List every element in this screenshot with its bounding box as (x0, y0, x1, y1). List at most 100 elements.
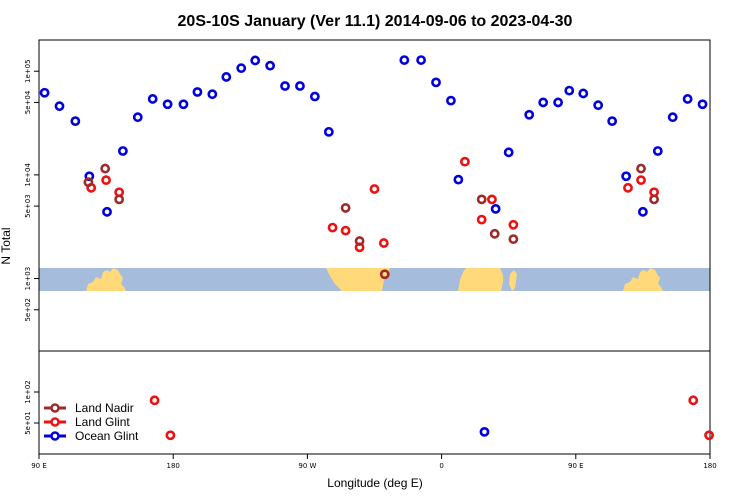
point-ocean-glint-31 (578, 88, 589, 99)
legend-item-land-glint: Land Glint (44, 415, 130, 429)
land-outline-australia-right (623, 268, 663, 291)
point-ocean-glint-14 (250, 55, 261, 66)
x-axis: 90 E 180 90 W 0 90 E 180 (31, 454, 717, 470)
legend-marker-land-nadir (50, 403, 60, 413)
point-ocean-glint-22 (431, 77, 441, 88)
point-ocean-glint-37 (667, 112, 678, 123)
point-ocean-glint-0 (39, 87, 50, 98)
lower-point-land-glint-1 (165, 430, 176, 441)
point-land-glint-12 (623, 182, 633, 193)
point-ocean-glint-23 (446, 95, 456, 106)
point-ocean-glint-4 (102, 206, 112, 217)
point-ocean-glint-12 (221, 72, 232, 82)
point-ocean-glint-36 (652, 146, 663, 156)
point-ocean-glint-16 (280, 81, 290, 91)
point-land-nadir-0 (83, 177, 94, 188)
point-ocean-glint-27 (524, 109, 535, 120)
upper-y-tick-label-1: 5e+04 (24, 90, 32, 114)
point-ocean-glint-2 (70, 116, 81, 127)
point-land-glint-8 (459, 156, 470, 167)
point-land-nadir-8 (508, 234, 519, 245)
x-tick-label-2: 90 W (298, 462, 316, 470)
x-tick-label-3: 0 (439, 462, 443, 470)
point-ocean-glint-26 (503, 147, 514, 158)
point-land-glint-13 (636, 175, 646, 186)
point-land-glint-11 (508, 219, 519, 230)
lower-point-land-glint-3 (704, 430, 714, 441)
point-ocean-glint-30 (564, 85, 575, 96)
upper-y-tick-label-0: 1e+05 (24, 59, 32, 83)
point-land-glint-1 (101, 175, 111, 186)
point-land-nadir-4 (354, 236, 365, 246)
point-ocean-glint-19 (323, 126, 334, 137)
upper-y-tick-label-4: 1e+03 (24, 267, 32, 291)
upper-y-tick-label-5: 5e+02 (24, 298, 32, 322)
point-land-glint-9 (476, 214, 487, 225)
point-ocean-glint-7 (147, 94, 158, 104)
land-outline-africa (458, 268, 503, 291)
point-ocean-glint-24 (453, 174, 464, 185)
point-land-glint-10 (487, 194, 497, 205)
legend-label-land-nadir: Land Nadir (75, 401, 134, 415)
legend-item-land-nadir: Land Nadir (44, 401, 134, 415)
lower-y-tick-label-1: 5e+01 (24, 411, 32, 435)
point-ocean-glint-28 (538, 97, 549, 108)
point-ocean-glint-10 (192, 87, 203, 97)
point-land-nadir-5 (379, 269, 390, 280)
lower-point-land-glint-2 (688, 395, 699, 406)
point-ocean-glint-9 (178, 99, 189, 110)
lower-point-land-glint-0 (149, 395, 160, 406)
point-ocean-glint-15 (265, 60, 276, 71)
legend-item-ocean-glint: Ocean Glint (44, 429, 139, 443)
upper-y-tick-label-2: 1e+04 (24, 163, 32, 187)
point-land-nadir-3 (340, 203, 351, 213)
lower-panel-frame (38, 350, 711, 455)
legend: Land Nadir Land Glint Ocean Glint (44, 401, 139, 443)
point-land-nadir-10 (649, 194, 659, 205)
point-ocean-glint-11 (207, 89, 218, 100)
legend-marker-ocean-glint (50, 431, 60, 441)
point-ocean-glint-13 (236, 63, 247, 74)
land-outline-south-america (326, 268, 390, 291)
point-ocean-glint-33 (607, 116, 618, 127)
x-tick-label-4: 90 E (568, 462, 584, 470)
map-band (39, 268, 710, 291)
point-land-nadir-7 (489, 228, 500, 239)
upper-y-axis: 1e+05 5e+04 1e+04 5e+03 1e+03 5e+02 (24, 59, 39, 322)
point-ocean-glint-21 (416, 55, 426, 65)
point-ocean-glint-5 (117, 146, 128, 156)
point-ocean-glint-8 (162, 99, 173, 110)
point-land-glint-6 (369, 184, 380, 194)
x-axis-label: Longitude (deg E) (327, 476, 422, 490)
x-tick-label-1: 180 (167, 462, 180, 470)
point-land-glint-7 (378, 238, 389, 248)
point-ocean-glint-39 (697, 99, 708, 110)
point-land-nadir-2 (114, 194, 125, 205)
point-ocean-glint-20 (399, 55, 410, 65)
x-tick-label-0: 90 E (31, 462, 47, 470)
lower-y-axis: 1e+02 5e+01 (24, 380, 39, 435)
chart-title: 20S-10S January (Ver 11.1) 2014-09-06 to… (178, 13, 573, 30)
point-ocean-glint-25 (490, 203, 501, 214)
y-axis-label: N Total (0, 227, 13, 264)
upper-panel-frame (38, 39, 711, 352)
upper-y-tick-label-3: 5e+03 (24, 194, 32, 218)
point-ocean-glint-1 (54, 101, 65, 112)
legend-marker-land-glint (50, 417, 60, 427)
point-ocean-glint-18 (309, 91, 320, 102)
point-ocean-glint-35 (638, 206, 648, 217)
point-land-glint-4 (340, 225, 351, 236)
point-land-nadir-9 (636, 163, 646, 174)
point-land-nadir-1 (100, 163, 111, 174)
data-points (39, 55, 714, 441)
point-ocean-glint-34 (621, 171, 632, 182)
point-ocean-glint-32 (593, 100, 604, 111)
lower-point-ocean-glint-0 (479, 426, 490, 437)
land-outline-australia-left (86, 268, 126, 291)
legend-label-land-glint: Land Glint (75, 415, 130, 429)
point-ocean-glint-6 (132, 112, 143, 123)
point-land-nadir-6 (476, 194, 487, 205)
x-tick-label-5: 180 (703, 462, 716, 470)
legend-label-ocean-glint: Ocean Glint (75, 429, 139, 443)
